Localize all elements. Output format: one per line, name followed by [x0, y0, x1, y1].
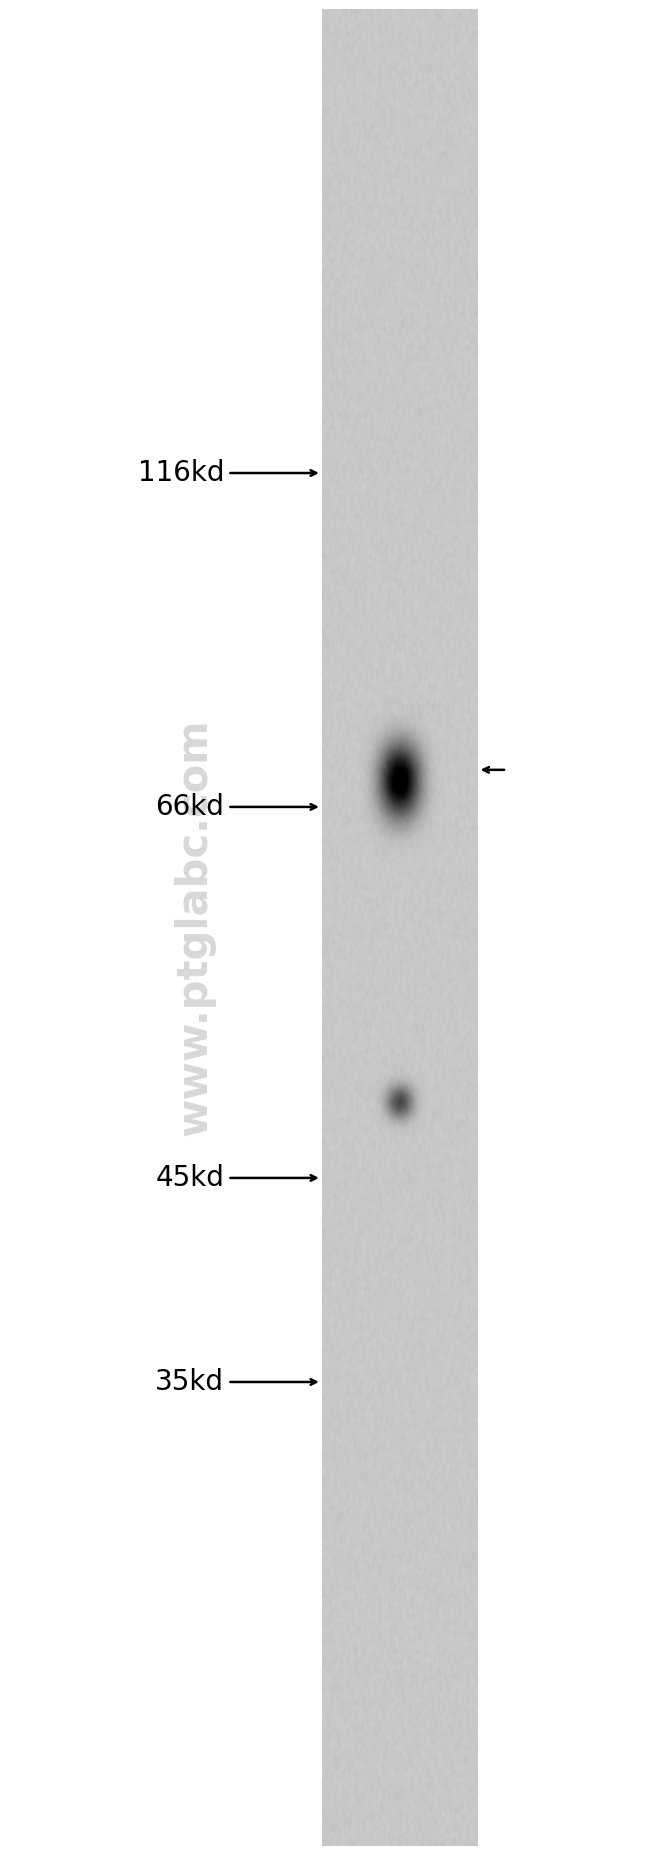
Text: 45kd: 45kd	[155, 1163, 224, 1193]
Text: 66kd: 66kd	[155, 792, 224, 822]
Text: 116kd: 116kd	[138, 458, 224, 488]
Text: 35kd: 35kd	[155, 1367, 224, 1397]
Text: www.ptglabc.com: www.ptglabc.com	[174, 718, 216, 1137]
